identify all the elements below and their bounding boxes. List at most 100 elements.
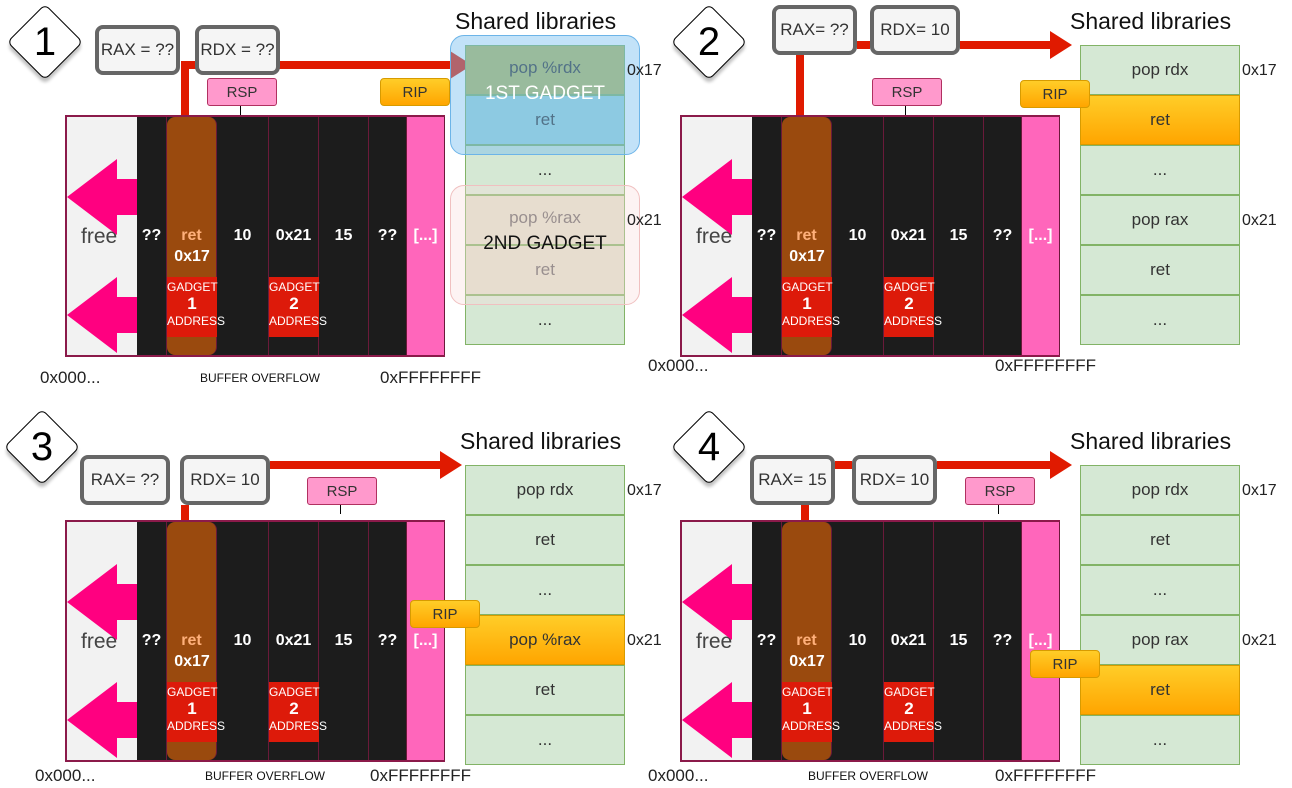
cell-rax-value: 15 [319, 117, 369, 355]
rsp-pointer: RSP [872, 78, 942, 106]
library-row: ret [1080, 95, 1240, 145]
high-address-label: 0xFFFFFFFF [380, 368, 482, 387]
library-row: pop rax [1080, 615, 1240, 665]
cell-value: ret [796, 632, 817, 649]
library-row: ... [1080, 715, 1240, 765]
register-flow-arrow [796, 55, 804, 115]
shared-libraries-title: Shared libraries [460, 428, 622, 454]
cell-value: 0x21 [275, 632, 312, 649]
rax-register: RAX = ?? [95, 25, 180, 75]
library-row: ret [465, 515, 625, 565]
return-address: 0x17 [789, 248, 825, 265]
cell-unknown: ?? [984, 522, 1022, 760]
register-flow-arrow [857, 41, 870, 49]
stack-buffer: free?? ret 10 0x21 15?? [...] 0x17 GADGET 1 ADDRE… [680, 115, 1060, 357]
low-address-label: 0x000... [35, 766, 96, 785]
rsp-pointer: RSP [307, 477, 377, 505]
gadget-highlight-2 [450, 185, 640, 305]
rip-pointer: RIP [410, 600, 480, 628]
buffer-overflow-label: BUFFER OVERFLOW [808, 769, 929, 783]
gadget-address-1: GADGET 1 ADDRESS [167, 682, 225, 742]
rsp-arrow-icon [340, 505, 341, 514]
growth-arrow-icon [682, 564, 752, 640]
cell-rdx-value: 10 [217, 117, 269, 355]
cell-rax-value: 15 [934, 522, 984, 760]
cell-value: ret [181, 227, 202, 244]
library-row: pop %rax [465, 615, 625, 665]
gadget-address-1: GADGET 1 ADDRESS [782, 277, 840, 337]
growth-arrow-icon [67, 277, 137, 353]
library-row: ... [1080, 565, 1240, 615]
rax-register: RAX= ?? [80, 455, 170, 505]
library-row: ... [465, 145, 625, 195]
gadget-num: 1 [802, 699, 812, 718]
cell-value: 15 [334, 227, 353, 244]
rax-register: RAX= ?? [772, 5, 857, 55]
cell-rdx-value: 10 [217, 522, 269, 760]
cell-value: 10 [848, 632, 867, 649]
return-address: 0x17 [789, 653, 825, 670]
stack-buffer: free?? ret 10 0x21 15?? [...] 0x17 GADGET 1 ADDRE… [65, 520, 445, 762]
cell-unknown: ?? [752, 117, 782, 355]
register-flow-arrow [181, 505, 189, 520]
rsp-pointer: RSP [207, 78, 277, 106]
library-row: pop rdx [465, 465, 625, 515]
cell-overflow: [...] [1022, 522, 1060, 760]
cell-value: 15 [949, 227, 968, 244]
offset-label: 0x21 [1242, 212, 1277, 229]
gadget-top: GADGET [782, 685, 833, 699]
offset-label: 0x17 [1242, 482, 1277, 499]
buffer-overflow-label: BUFFER OVERFLOW [205, 769, 326, 783]
cell-value: 15 [949, 632, 968, 649]
gadget-address-1: GADGET 1 ADDRESS [782, 682, 840, 742]
low-address-label: 0x000... [648, 356, 709, 375]
return-address: 0x17 [174, 653, 210, 670]
cell-value: [...] [1028, 227, 1053, 244]
gadget-num: 2 [904, 699, 914, 718]
high-address-label: 0xFFFFFFFF [995, 766, 1097, 785]
library-row: pop %rax [465, 195, 625, 245]
gadget-address-2: GADGET 2 ADDRESS [269, 682, 327, 742]
offset-label: 0x17 [627, 482, 662, 499]
rdx-register: RDX= 10 [180, 455, 270, 505]
gadget-num: 1 [802, 294, 812, 313]
library-row: ... [465, 295, 625, 345]
shared-libraries-title: Shared libraries [1070, 428, 1232, 454]
cell-rdx-value: 10 [832, 522, 884, 760]
free-label: free [696, 630, 733, 653]
library-row: ret [1080, 665, 1240, 715]
cell-gadget2: 0x21 [884, 117, 934, 355]
cell-gadget2: 0x21 [884, 522, 934, 760]
gadget-top: GADGET [782, 280, 833, 294]
cell-value: ?? [992, 632, 1013, 649]
high-address-label: 0xFFFFFFFF [370, 766, 472, 785]
cell-unknown: ?? [369, 522, 407, 760]
register-flow-arrow [270, 461, 440, 469]
cell-unknown: ?? [984, 117, 1022, 355]
high-address-label: 0xFFFFFFFF [995, 356, 1097, 375]
cell-overflow: [...] [407, 522, 445, 760]
growth-arrow-icon [682, 277, 752, 353]
offset-label: 0x21 [627, 212, 662, 229]
library-row: ... [1080, 145, 1240, 195]
cell-value: ?? [377, 227, 398, 244]
cell-value: ?? [141, 632, 162, 649]
gadget-top: GADGET [269, 685, 320, 699]
cell-unknown: ?? [137, 522, 167, 760]
register-flow-arrow [181, 62, 189, 115]
gadget-address-2: GADGET 2 ADDRESS [269, 277, 327, 337]
cell-value: 0x21 [890, 632, 927, 649]
gadget-num: 1 [187, 294, 197, 313]
rax-register: RAX= 15 [750, 455, 835, 505]
cell-value: ?? [756, 227, 777, 244]
library-row: ret [465, 665, 625, 715]
gadget-top: GADGET [884, 685, 935, 699]
library-row: pop rdx [1080, 465, 1240, 515]
rdx-register: RDX= 10 [870, 5, 960, 55]
cell-value: 10 [233, 632, 252, 649]
library-row: ret [465, 245, 625, 295]
cell-value: [...] [413, 227, 438, 244]
cell-value: [...] [413, 632, 438, 649]
low-address-label: 0x000... [40, 368, 101, 387]
offset-label: 0x21 [627, 632, 662, 649]
